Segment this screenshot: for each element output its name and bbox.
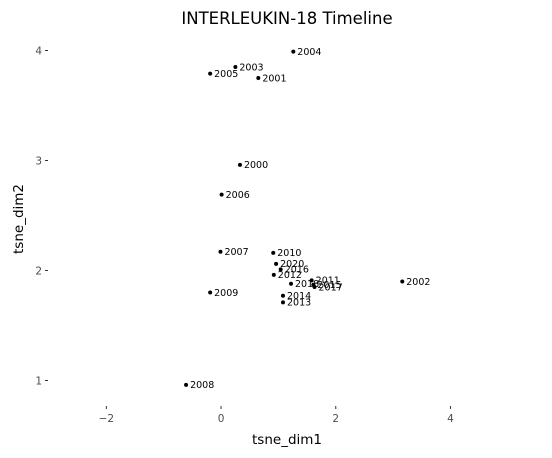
- point-label: 2000: [244, 160, 268, 171]
- point-label: 2018: [295, 279, 319, 290]
- y-tick-label: 4: [35, 45, 42, 57]
- data-point: [280, 293, 285, 298]
- point-label: 2007: [224, 247, 248, 258]
- data-point: [274, 261, 279, 266]
- point-label: 2008: [190, 380, 214, 391]
- point-label: 2014: [287, 291, 311, 302]
- x-tick-label: 4: [447, 413, 454, 425]
- data-points: [184, 49, 405, 387]
- data-point: [312, 285, 317, 289]
- point-label: 2020: [280, 259, 304, 270]
- data-point: [271, 250, 276, 255]
- data-point: [208, 290, 213, 295]
- point-label: 2009: [214, 288, 238, 299]
- data-point: [289, 281, 294, 286]
- data-point: [280, 300, 285, 305]
- data-point: [291, 49, 296, 54]
- y-tick-label: 3: [35, 155, 42, 167]
- data-point: [219, 192, 224, 197]
- data-point: [256, 76, 261, 80]
- data-point: [400, 279, 405, 284]
- data-point: [237, 162, 242, 167]
- point-label: 2003: [239, 62, 263, 73]
- data-point: [278, 267, 283, 272]
- point-label: 2004: [297, 47, 321, 58]
- point-label: 2005: [214, 69, 238, 80]
- x-axis-title: tsne_dim1: [252, 432, 322, 448]
- y-tick-label: 2: [35, 265, 42, 277]
- point-label: 2016: [285, 265, 309, 276]
- x-tick-label: −2: [99, 413, 114, 425]
- data-point: [233, 65, 238, 69]
- chart-title: INTERLEUKIN-18 Timeline: [181, 9, 392, 28]
- point-label: 2006: [226, 190, 250, 201]
- point-label: 2013: [287, 298, 311, 309]
- data-point: [309, 278, 314, 283]
- data-point: [271, 272, 276, 277]
- point-label: 2011: [316, 276, 340, 287]
- data-point: [218, 249, 223, 254]
- x-axis: −2 0 2 4: [99, 406, 454, 425]
- point-label: 2010: [277, 248, 301, 259]
- point-label: 2015: [317, 280, 341, 291]
- x-tick-label: 2: [332, 413, 339, 425]
- y-tick-label: 1: [35, 375, 42, 387]
- point-label: 2002: [406, 277, 430, 288]
- point-label: 2012: [278, 270, 302, 281]
- y-axis-title: tsne_dim2: [11, 184, 27, 254]
- data-point: [208, 71, 213, 76]
- y-axis: 1 2 3 4: [35, 45, 48, 387]
- point-label: 2017: [319, 282, 343, 293]
- data-point: [184, 382, 189, 387]
- x-tick-label: 0: [218, 413, 225, 425]
- point-label: 2001: [262, 73, 286, 84]
